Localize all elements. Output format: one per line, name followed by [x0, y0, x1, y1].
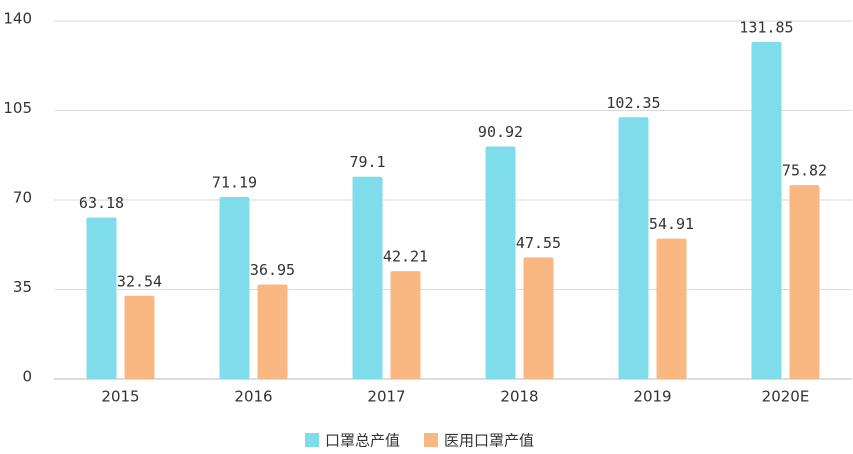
x-tick-label: 2018	[500, 388, 538, 406]
value-label: 75.82	[782, 162, 827, 180]
value-label: 54.91	[649, 215, 694, 233]
value-label: 63.18	[79, 194, 124, 212]
y-tick-label: 0	[22, 368, 32, 386]
legend-label: 医用口罩产值	[444, 432, 534, 450]
bar	[86, 217, 117, 379]
value-label: 90.92	[478, 123, 523, 141]
value-label: 71.19	[212, 173, 257, 191]
bar	[789, 185, 820, 379]
value-label: 47.55	[516, 234, 561, 252]
bar	[219, 196, 250, 379]
bar	[618, 117, 649, 379]
bar	[352, 176, 383, 379]
y-tick-label: 140	[3, 10, 32, 28]
bar	[485, 146, 516, 379]
x-tick-label: 2019	[633, 388, 671, 406]
value-label: 131.85	[739, 18, 793, 36]
value-label: 42.21	[383, 248, 428, 266]
x-tick-label: 2020E	[762, 388, 810, 406]
y-tick-label: 105	[3, 99, 32, 117]
bar	[523, 257, 554, 379]
legend-label: 口罩总产值	[325, 432, 400, 450]
value-label: 36.95	[250, 261, 295, 279]
x-tick-label: 2016	[234, 388, 272, 406]
bar	[751, 41, 782, 380]
legend-swatch	[305, 433, 319, 447]
y-tick-label: 70	[13, 189, 32, 207]
bar	[656, 238, 687, 379]
value-label: 79.1	[349, 153, 385, 171]
value-label: 102.35	[606, 94, 660, 112]
x-tick-label: 2015	[101, 388, 139, 406]
bar	[257, 284, 288, 379]
value-label: 32.54	[117, 272, 162, 290]
bar	[124, 295, 155, 379]
bar	[390, 271, 421, 379]
legend-swatch	[424, 433, 439, 447]
y-tick-label: 35	[13, 278, 32, 296]
x-tick-label: 2017	[367, 388, 405, 406]
